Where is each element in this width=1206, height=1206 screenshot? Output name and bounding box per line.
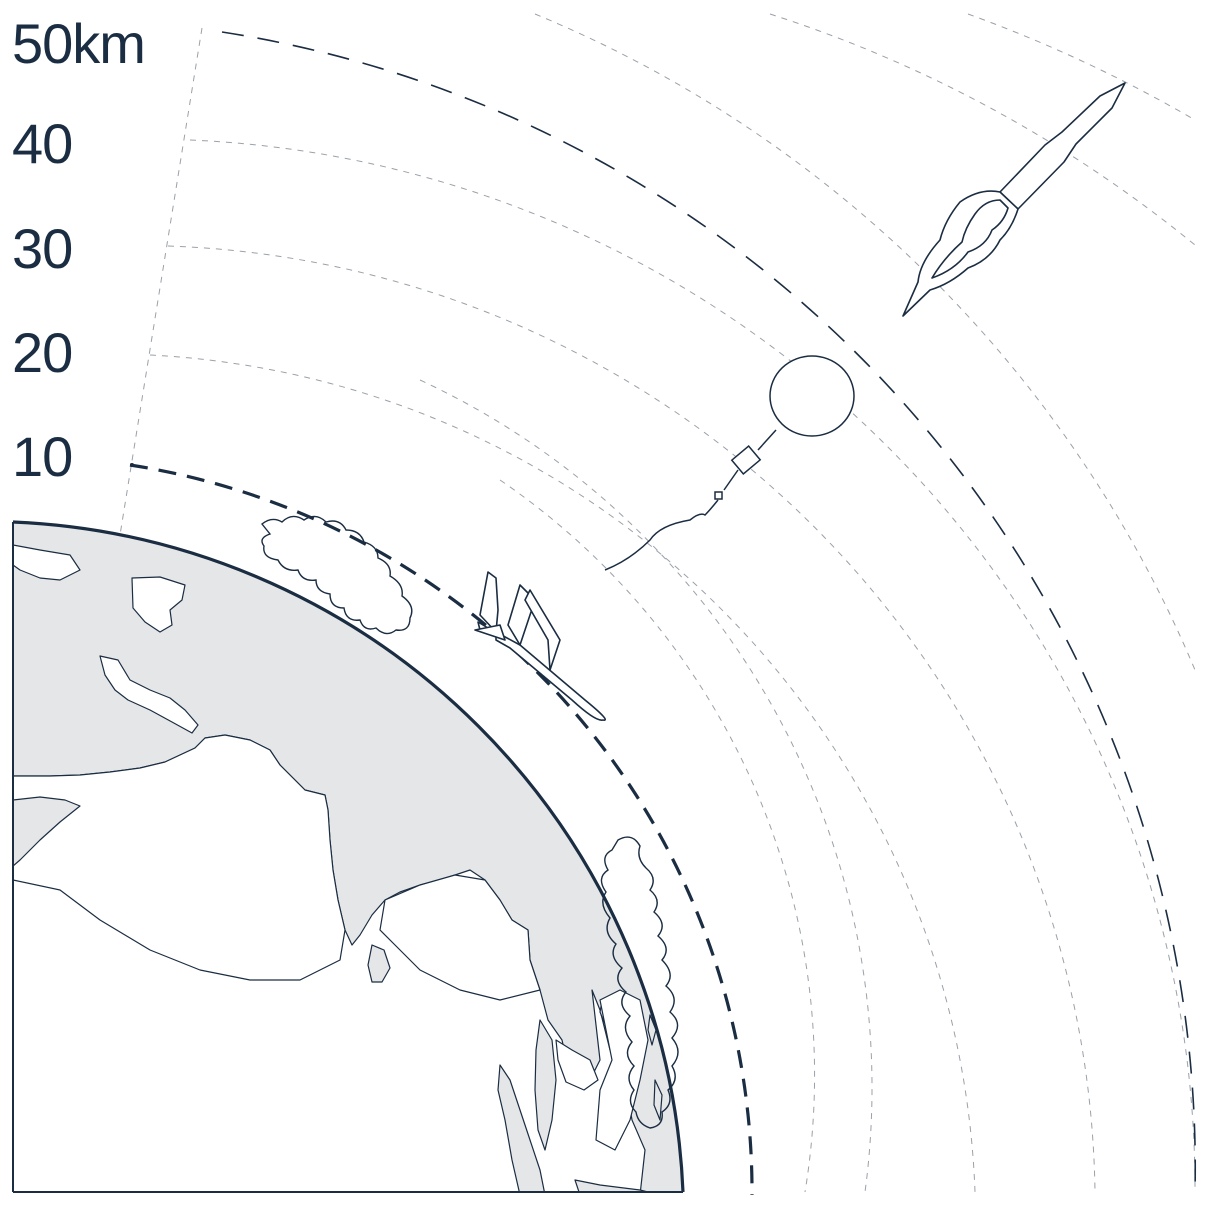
altitude-label-10: 10 [12, 425, 73, 488]
arabian-sea [13, 734, 346, 981]
gulf-of-thailand [555, 1039, 599, 1091]
altitude-grid [149, 13, 1196, 1193]
altitude-marker-dot [130, 463, 134, 467]
philippines-b [653, 1079, 663, 1121]
south-china-sea [595, 989, 649, 1151]
earth-globe [12, 520, 685, 1193]
black-sea [13, 544, 81, 581]
altitude-label-30: 30 [12, 217, 73, 280]
airplane-icon [474, 571, 607, 721]
altitude-label-50km: 50km [12, 12, 146, 75]
grid-arc-10 [189, 139, 1196, 1193]
altitude-label-40: 40 [12, 112, 73, 175]
rocket-icon [902, 82, 1126, 317]
weather-balloon-icon [604, 355, 855, 571]
sri-lanka [367, 944, 391, 983]
grid-arc-60 [967, 13, 1196, 121]
cloud [600, 836, 679, 1129]
arabia-coast [13, 796, 81, 867]
boundary-10km [129, 463, 754, 1196]
grid-arc-80 [499, 479, 816, 1193]
persian-gulf [99, 655, 199, 734]
grid-arc-70 [419, 379, 873, 1193]
altitude-label-20: 20 [12, 321, 73, 384]
cloud [261, 515, 413, 635]
caspian-sea [131, 576, 186, 633]
radial-axis-line [119, 27, 203, 536]
globe-outline [12, 520, 685, 1193]
bay-of-bengal [379, 874, 541, 1001]
grid-arc-50 [769, 13, 1196, 246]
sumatra [497, 1064, 546, 1192]
malay-peninsula [534, 1019, 557, 1151]
boundary-50km [221, 31, 1197, 1193]
